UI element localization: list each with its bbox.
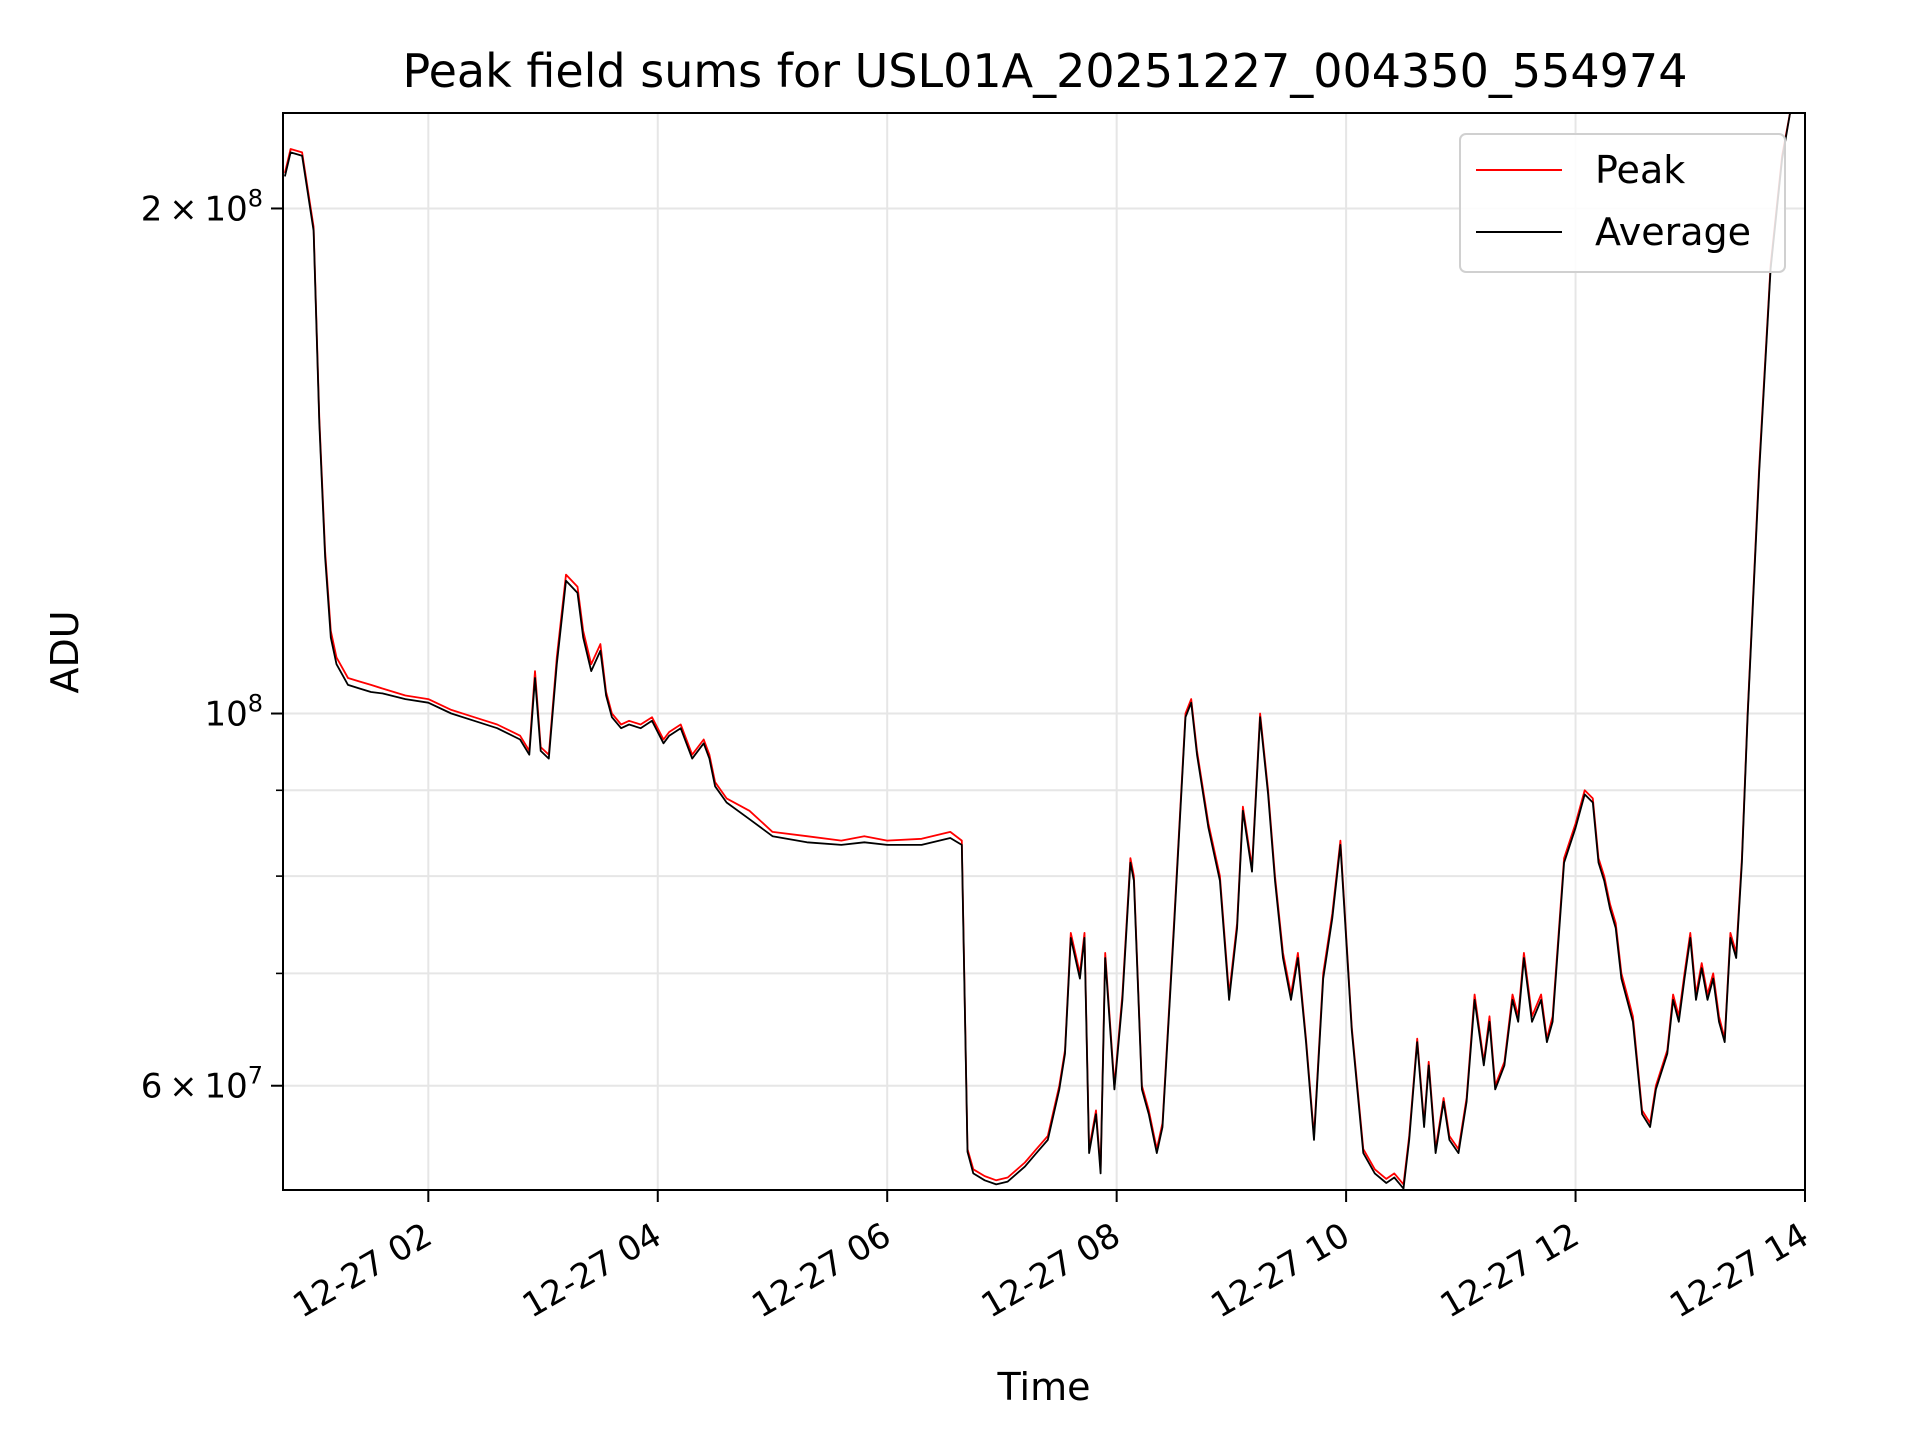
plot-frame xyxy=(282,112,1806,1191)
legend-box xyxy=(1459,133,1786,273)
legend-label-peak: Peak xyxy=(1595,148,1685,192)
y-tick-label: 108 xyxy=(204,690,263,735)
x-axis-label: Time xyxy=(997,1365,1091,1409)
series-line-average xyxy=(284,113,1792,1190)
series-layer xyxy=(284,113,1792,1190)
grid xyxy=(283,113,1805,1190)
y-axis-label: ADU xyxy=(43,610,87,693)
legend-label-average: Average xyxy=(1595,210,1751,254)
y-tick-label: 6 × 107 xyxy=(141,1062,263,1107)
y-tick-label: 2 × 108 xyxy=(141,184,263,229)
series-line-peak xyxy=(284,113,1791,1186)
legend: Peak Average xyxy=(1459,133,1786,273)
y-axis-ticks: 6 × 107 108 2 × 108 xyxy=(141,184,283,1107)
chart-title: Peak field sums for USL01A_20251227_0043… xyxy=(403,44,1688,98)
